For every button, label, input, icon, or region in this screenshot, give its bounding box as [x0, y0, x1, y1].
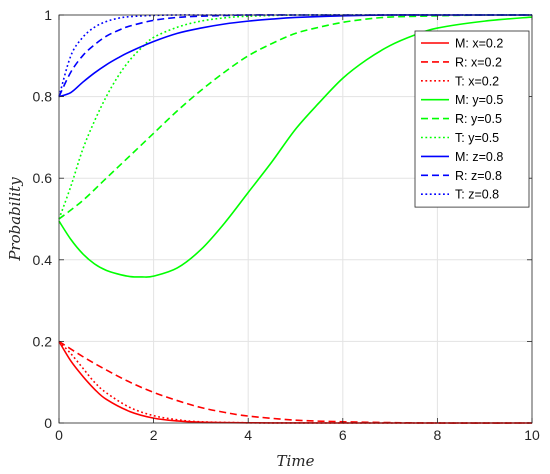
y-tick-label: 0: [44, 415, 52, 431]
legend-label: M: x=0.2: [455, 37, 503, 51]
legend-label: R: x=0.2: [455, 55, 502, 69]
y-tick-label: 1: [44, 7, 52, 23]
plot-frame: [58, 14, 533, 424]
series-line: [58, 16, 533, 278]
y-tick-label: 0.4: [33, 252, 53, 268]
x-tick-label: 10: [524, 427, 540, 443]
legend-label: T: x=0.2: [455, 74, 499, 88]
legend-label: T: z=0.8: [455, 188, 499, 202]
legend-label: R: y=0.5: [455, 112, 502, 126]
x-tick-label: 2: [150, 427, 158, 443]
x-tick-label: 6: [339, 427, 347, 443]
legend-label: M: z=0.8: [455, 150, 503, 164]
y-tick-label: 0.6: [33, 170, 53, 186]
axis-ticks: 0 2 4 6 8 10 0 0.2 0.4 0.6 0.8 1: [33, 7, 540, 443]
legend-label: M: y=0.5: [455, 93, 503, 107]
x-tick-label: 8: [434, 427, 442, 443]
series-line: [58, 340, 533, 424]
y-tick-label: 0.2: [33, 333, 53, 349]
y-tick-label: 0.8: [33, 89, 53, 105]
x-tick-label: 4: [244, 427, 252, 443]
legend-label: R: z=0.8: [455, 169, 502, 183]
series-line: [58, 14, 532, 97]
x-axis-title: Time: [277, 452, 315, 470]
legend: M: x=0.2 R: x=0.2 T: x=0.2 M: y=0.5 R: y=0.5…: [414, 30, 530, 208]
x-tick-label: 0: [55, 427, 63, 443]
legend-label: T: y=0.5: [455, 131, 499, 145]
y-axis-title: Probability: [6, 177, 24, 262]
series-line: [58, 14, 533, 220]
